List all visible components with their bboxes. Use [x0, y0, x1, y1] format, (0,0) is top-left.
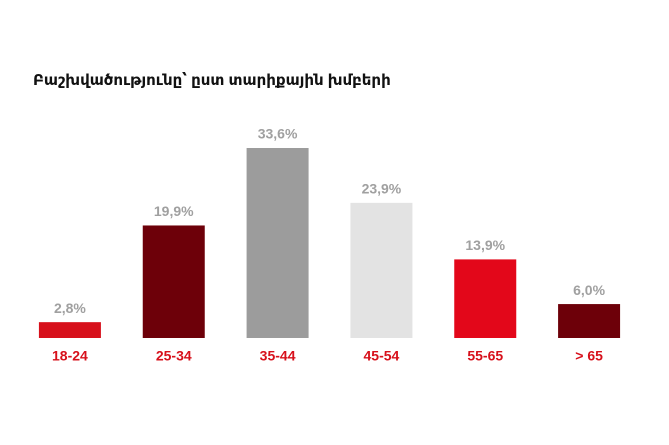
chart-title: Բաշխվածությունը՝ ըստ տարիքային խմբերի: [33, 71, 391, 89]
value-label: 33,6%: [258, 126, 298, 142]
x-tick-label: 45-54: [364, 348, 400, 364]
bar: [558, 304, 621, 338]
bar: [454, 259, 517, 338]
bar: [350, 202, 413, 338]
value-label: 19,9%: [154, 203, 194, 219]
value-label: 13,9%: [465, 237, 505, 253]
value-label: 6,0%: [573, 282, 605, 298]
bar: [38, 322, 101, 338]
x-tick-label: 25-34: [156, 348, 192, 364]
bar: [142, 225, 205, 338]
x-tick-label: 35-44: [260, 348, 296, 364]
x-tick-label: 55-65: [467, 348, 503, 364]
x-tick-label: > 65: [575, 348, 603, 364]
x-tick-label: 18-24: [52, 348, 88, 364]
value-label: 2,8%: [54, 300, 86, 316]
value-label: 23,9%: [362, 181, 402, 197]
bar: [246, 148, 309, 338]
